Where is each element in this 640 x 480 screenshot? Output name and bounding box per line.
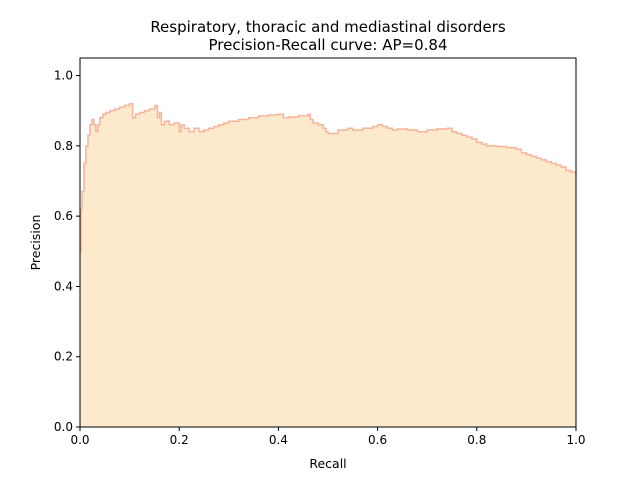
y-axis-ticks: 0.0 0.2 0.4 0.6 0.8 1.0 <box>54 69 80 434</box>
chart-title: Respiratory, thoracic and mediastinal di… <box>150 18 506 36</box>
pr-curve-line <box>80 102 577 253</box>
y-tick-label: 0.6 <box>54 209 73 223</box>
x-axis-label: Recall <box>309 456 346 471</box>
y-tick-label: 1.0 <box>54 69 73 83</box>
x-tick-label: 0.6 <box>368 433 387 447</box>
y-tick-label: 0.4 <box>54 279 73 293</box>
pr-curve-fill <box>80 103 576 427</box>
y-tick-label: 0.0 <box>54 420 73 434</box>
axes-frame <box>79 57 577 428</box>
x-tick-label: 0.4 <box>269 433 288 447</box>
x-tick-label: 0.0 <box>70 433 89 447</box>
plot-area <box>80 102 577 427</box>
x-tick-label: 0.8 <box>467 433 486 447</box>
chart-subtitle: Precision-Recall curve: AP=0.84 <box>209 36 448 54</box>
y-tick-label: 0.8 <box>54 139 73 153</box>
x-axis-ticks: 0.0 0.2 0.4 0.6 0.8 1.0 <box>70 427 586 447</box>
x-tick-label: 1.0 <box>566 433 585 447</box>
x-tick-label: 0.2 <box>170 433 189 447</box>
y-tick-label: 0.2 <box>54 350 73 364</box>
y-axis-label: Precision <box>28 215 43 271</box>
